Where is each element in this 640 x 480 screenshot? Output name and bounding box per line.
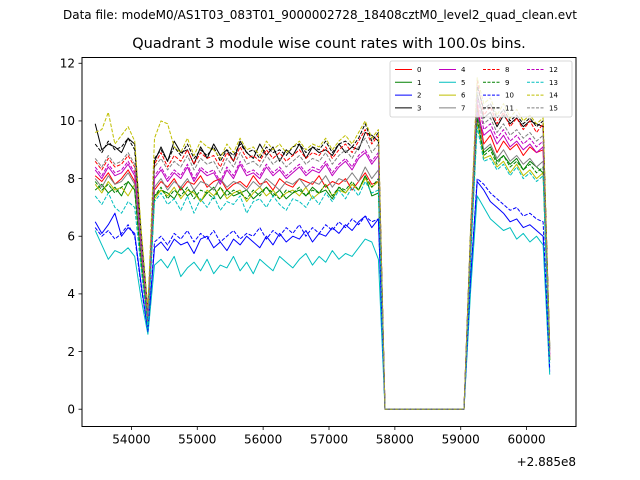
series-line-7 — [94, 114, 551, 410]
legend-box — [389, 60, 573, 118]
series-line-10 — [94, 178, 551, 410]
legend-label-4: 4 — [461, 66, 466, 74]
series-lines — [94, 77, 551, 410]
series-line-13 — [94, 126, 551, 410]
x-tick-label: 58000 — [376, 433, 414, 447]
legend-label-0: 0 — [417, 66, 421, 74]
legend-label-8: 8 — [505, 66, 509, 74]
legend-label-9: 9 — [505, 79, 509, 87]
series-line-2 — [94, 181, 551, 410]
y-tick-label: 8 — [67, 172, 75, 186]
legend-label-5: 5 — [461, 79, 465, 87]
y-tick-label: 10 — [60, 114, 75, 128]
series-line-9 — [94, 117, 551, 410]
figure-suptitle: Data file: modeM0/AS1T03_083T01_90000027… — [63, 8, 577, 22]
legend-label-13: 13 — [549, 79, 558, 87]
legend-label-10: 10 — [505, 92, 514, 100]
x-tick-label: 56000 — [244, 433, 282, 447]
x-tick-label: 57000 — [310, 433, 348, 447]
x-tick-label: 55000 — [178, 433, 216, 447]
chart-title: Quadrant 3 module wise count rates with … — [132, 36, 526, 52]
legend-label-2: 2 — [417, 92, 421, 100]
series-line-4 — [94, 111, 551, 410]
legend-label-14: 14 — [549, 92, 558, 100]
y-tick-label: 12 — [60, 57, 75, 71]
y-tick-label: 6 — [67, 230, 75, 244]
x-tick-label: 59000 — [442, 433, 480, 447]
legend-label-11: 11 — [505, 104, 514, 112]
y-tick-label: 4 — [67, 287, 75, 301]
axes: 54000 55000 56000 57000 58000 59000 60000 0 2 4 6 8… — [60, 57, 546, 447]
y-tick-label: 2 — [67, 345, 75, 359]
y-tick-label: 0 — [67, 403, 75, 417]
legend-label-15: 15 — [549, 104, 558, 112]
series-line-6 — [94, 120, 551, 410]
legend-label-6: 6 — [461, 92, 466, 100]
series-line-12 — [94, 97, 551, 410]
legend-label-12: 12 — [549, 66, 558, 74]
series-line-5 — [94, 195, 551, 410]
legend-label-7: 7 — [461, 104, 465, 112]
legend-label-1: 1 — [417, 79, 421, 87]
x-offset-label: +2.885e8 — [517, 455, 576, 469]
x-tick-label: 60000 — [508, 433, 546, 447]
x-tick-label: 54000 — [112, 433, 150, 447]
legend-label-3: 3 — [417, 104, 421, 112]
